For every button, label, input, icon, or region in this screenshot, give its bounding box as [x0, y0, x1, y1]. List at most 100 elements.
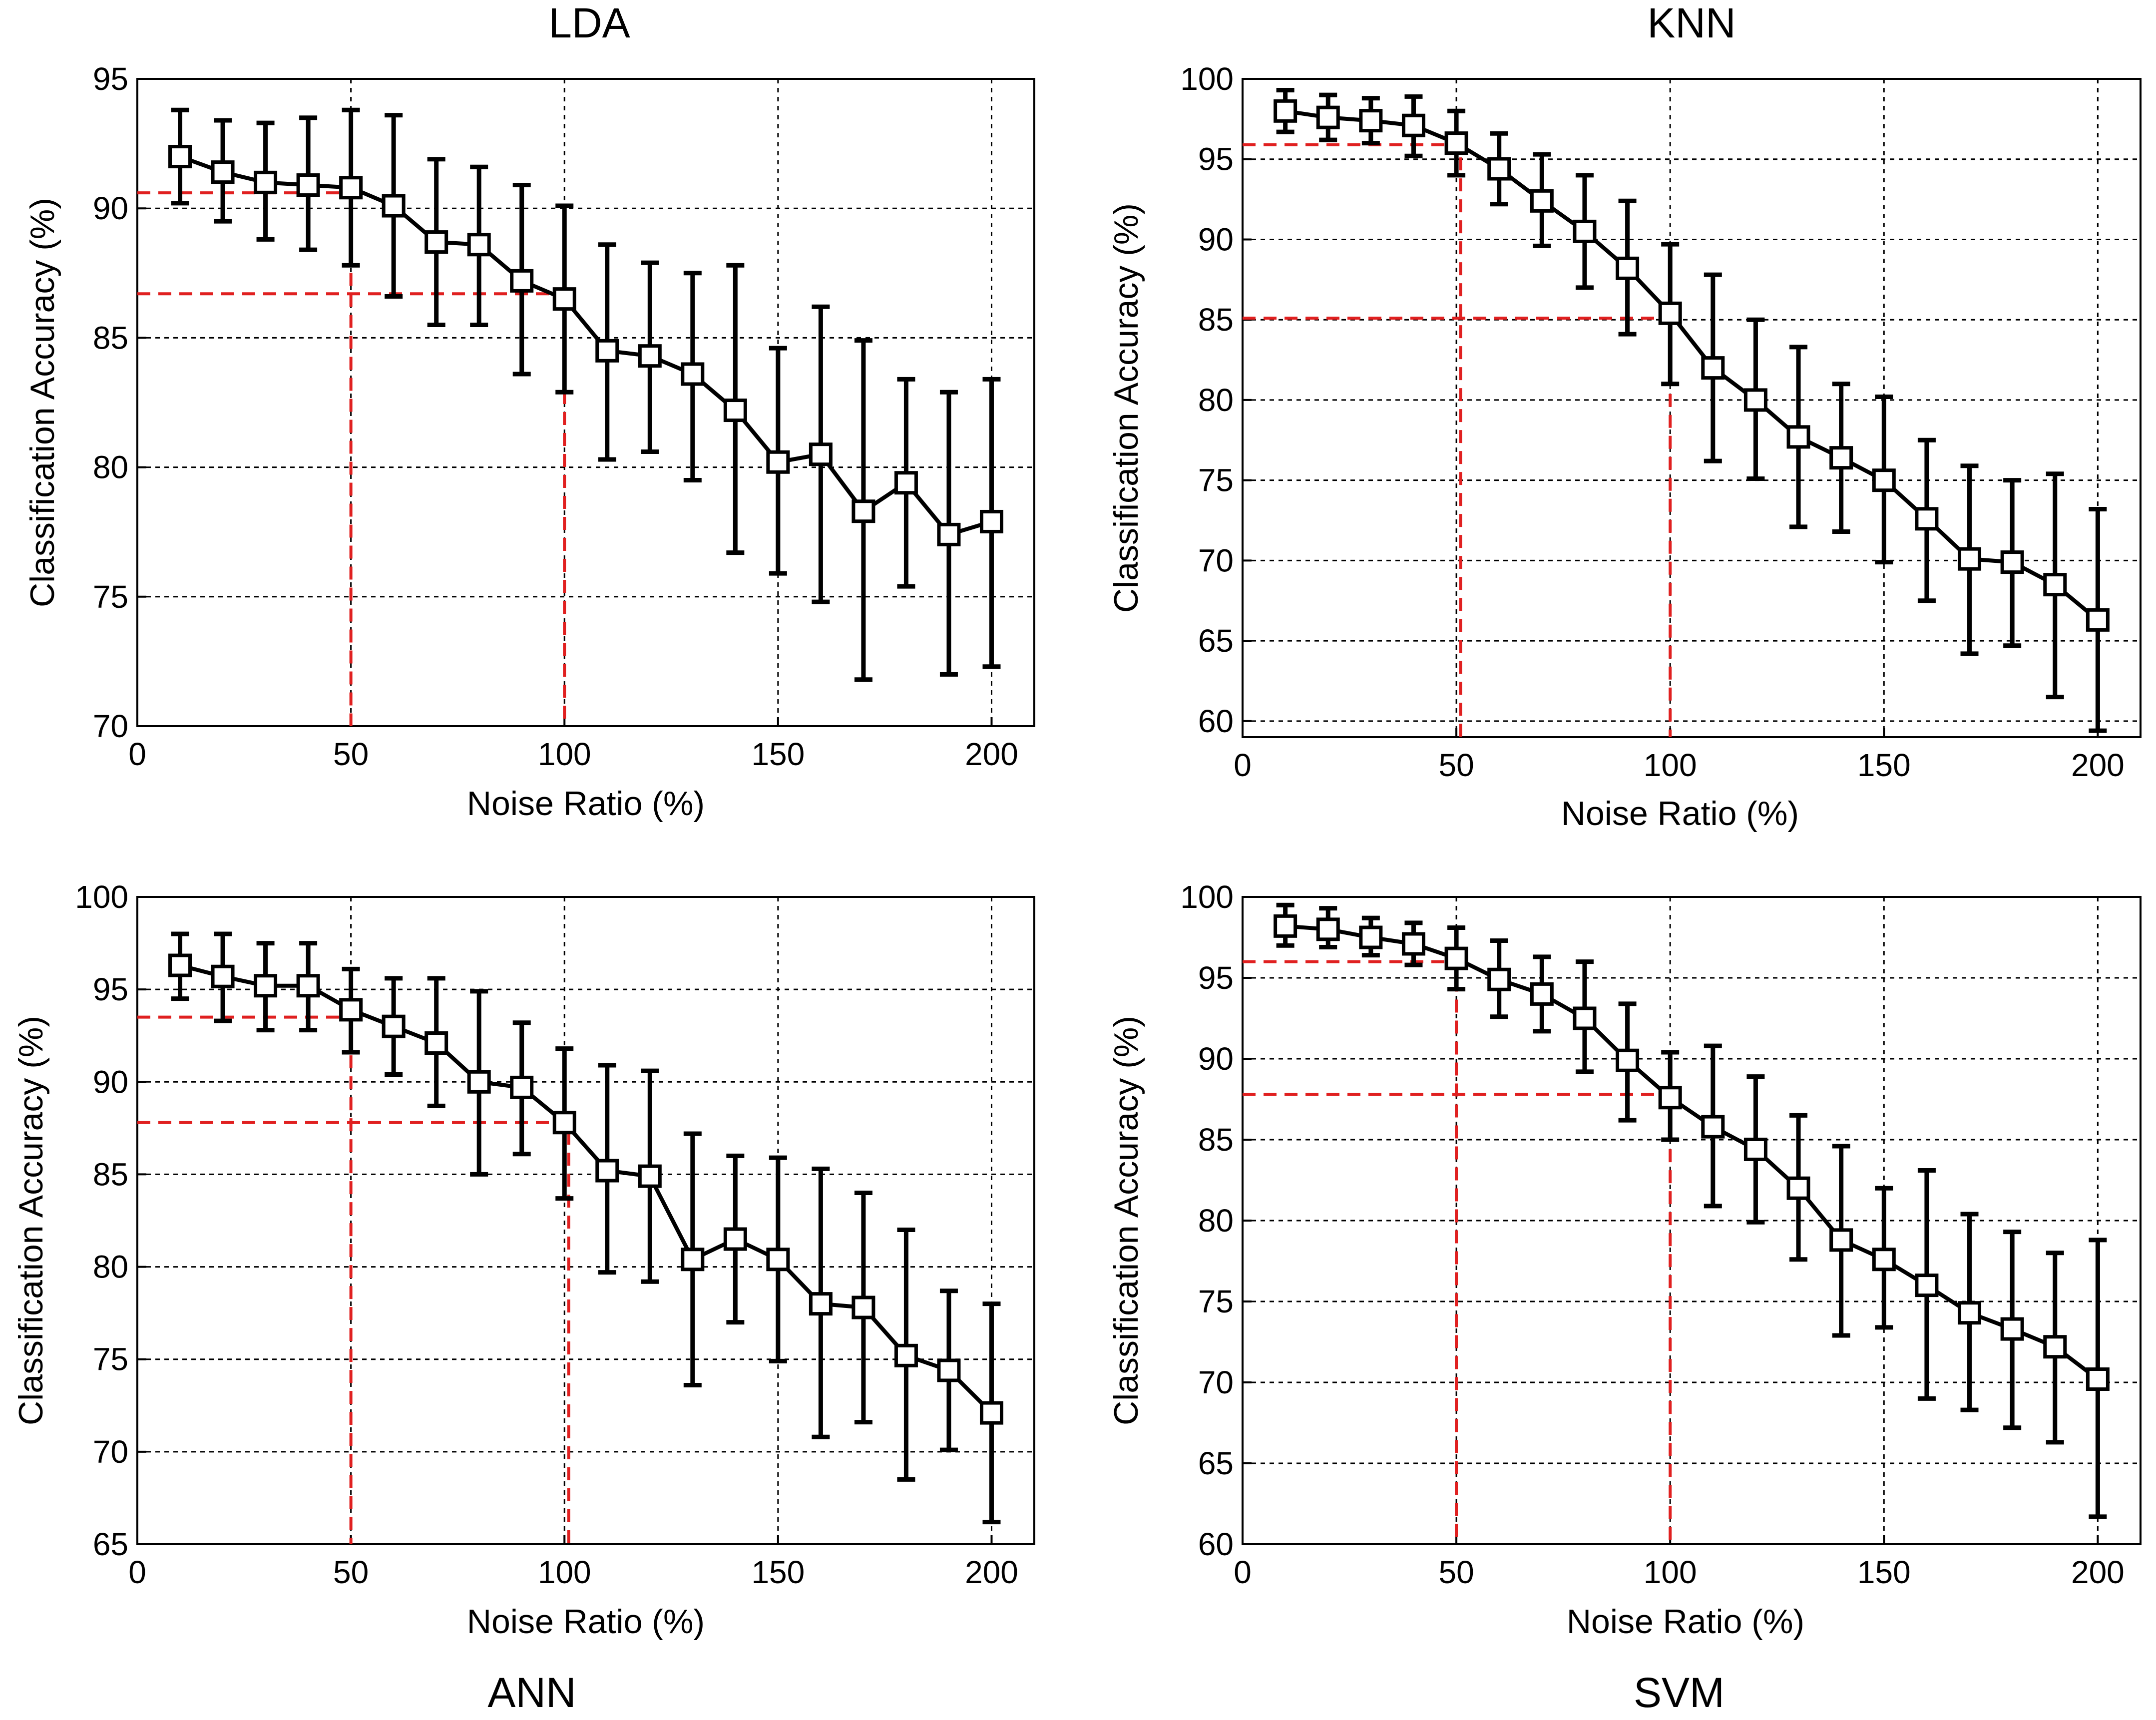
data-point [168, 145, 192, 169]
x-tick-label: 200 [2071, 1554, 2125, 1590]
data-point [1786, 425, 1810, 449]
data-point [638, 344, 662, 368]
x-tick-label: 50 [1439, 1554, 1474, 1590]
chart-panel-ann: 0 50 100 150 200 65 70 75 80 85 90 95 100 Noise Rati… [12, 879, 1035, 1716]
y-axis-label: Classification Accuracy (%) [1107, 203, 1145, 613]
data-point [766, 450, 790, 474]
data-point [809, 1292, 833, 1316]
x-axis-label: Noise Ratio (%) [467, 1603, 705, 1641]
data-point [1701, 1115, 1725, 1139]
y-tick-label: 90 [1198, 221, 1234, 257]
data-point [1530, 982, 1554, 1006]
data-point [1915, 507, 1939, 531]
y-tick-label: 80 [1198, 1203, 1234, 1239]
x-tick-label: 150 [751, 736, 805, 772]
data-point [467, 1070, 491, 1094]
data-point [552, 1111, 576, 1135]
data-point [425, 1031, 448, 1055]
plot-frame [1242, 896, 2142, 1545]
data-point [1743, 1137, 1767, 1161]
chart-title: SVM [1634, 1669, 1725, 1716]
x-tick-label: 200 [965, 736, 1018, 772]
data-point [681, 362, 705, 386]
data-point [681, 1248, 705, 1272]
y-tick-label: 65 [93, 1526, 128, 1562]
chart-title: KNN [1647, 0, 1735, 46]
y-tick-label: 75 [1198, 462, 1234, 498]
data-point [723, 399, 747, 423]
data-point [382, 1014, 406, 1038]
data-point [809, 442, 833, 466]
chart-title: ANN [487, 1669, 576, 1716]
chart-panel-svm: 0 50 100 150 200 60 65 70 75 80 85 90 95 100 Noise Ra… [1107, 879, 2142, 1716]
data-point [382, 194, 406, 218]
data-point [1530, 189, 1554, 213]
x-tick-label: 50 [333, 1554, 369, 1590]
y-tick-label: 60 [1198, 703, 1234, 739]
y-tick-label: 75 [93, 1341, 128, 1377]
y-tick-label: 65 [1198, 1445, 1234, 1481]
data-point [296, 173, 320, 197]
plot-frame [136, 78, 1035, 727]
data-point [1872, 468, 1896, 492]
x-tick-label: 0 [128, 736, 146, 772]
data-point [937, 522, 961, 546]
y-tick-label: 85 [93, 1156, 128, 1192]
data-point [2043, 573, 2067, 597]
data-point [595, 339, 619, 363]
y-tick-label: 100 [75, 879, 128, 915]
data-point [211, 160, 235, 184]
plot-frame [1242, 78, 2142, 738]
y-tick-label: 100 [1180, 879, 1234, 915]
data-point [1915, 1274, 1939, 1297]
data-point [1316, 105, 1340, 129]
x-tick-label: 0 [1234, 747, 1252, 783]
x-tick-label: 200 [2071, 747, 2125, 783]
y-tick-label: 60 [1198, 1526, 1234, 1562]
data-point [254, 170, 278, 194]
y-tick-label: 95 [1198, 141, 1234, 177]
data-point [852, 1295, 875, 1319]
y-tick-label: 90 [1198, 1041, 1234, 1077]
y-axis-label: Classification Accuracy (%) [1107, 1016, 1145, 1425]
plot-frame [136, 896, 1035, 1545]
data-point [1829, 1228, 1853, 1252]
data-point [1958, 1301, 1982, 1325]
data-point [1786, 1176, 1810, 1200]
data-point [1487, 157, 1511, 181]
data-point [852, 499, 875, 523]
data-point [1359, 925, 1383, 949]
data-point [1573, 1006, 1597, 1030]
y-tick-label: 75 [93, 579, 128, 615]
data-point [1616, 1048, 1640, 1072]
y-tick-label: 80 [93, 449, 128, 485]
data-point [638, 1164, 662, 1188]
y-tick-label: 80 [1198, 382, 1234, 418]
data-point [1701, 356, 1725, 380]
x-tick-label: 150 [1857, 1554, 1911, 1590]
data-point [979, 1401, 1003, 1425]
y-tick-label: 65 [1198, 623, 1234, 659]
data-point [1401, 113, 1425, 137]
y-axis-label: Classification Accuracy (%) [23, 198, 61, 607]
x-tick-label: 150 [751, 1554, 805, 1590]
y-tick-label: 70 [93, 1434, 128, 1470]
data-point [2043, 1335, 2067, 1359]
x-tick-label: 100 [538, 736, 591, 772]
y-tick-label: 85 [1198, 1122, 1234, 1158]
y-tick-label: 85 [93, 320, 128, 356]
chart-title: LDA [548, 0, 630, 46]
data-point [510, 269, 534, 293]
data-point [1658, 1086, 1682, 1110]
data-point [2086, 1367, 2110, 1391]
x-tick-label: 100 [1644, 747, 1697, 783]
data-point [467, 233, 491, 257]
reference-line [137, 1121, 570, 1544]
reference-line [137, 1015, 353, 1544]
data-point [168, 953, 192, 977]
x-tick-label: 100 [538, 1554, 591, 1590]
x-tick-label: 50 [333, 736, 369, 772]
series-line [1285, 109, 2099, 622]
y-tick-label: 100 [1180, 61, 1234, 97]
